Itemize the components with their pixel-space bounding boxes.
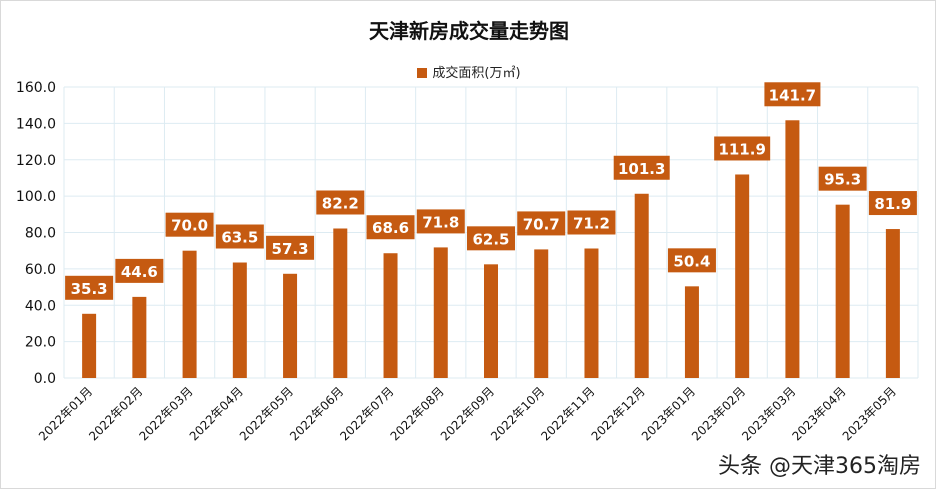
y-tick-label: 80.0: [25, 226, 56, 242]
data-label-box: [764, 82, 821, 107]
data-label: 101.3: [618, 160, 665, 178]
bar: [835, 204, 850, 378]
bar: [735, 174, 750, 378]
y-tick-label: 20.0: [25, 335, 56, 351]
data-label: 111.9: [718, 140, 765, 158]
bar: [82, 313, 97, 378]
data-label: 70.7: [523, 215, 560, 233]
y-tick-label: 160.0: [16, 80, 56, 96]
bar: [885, 229, 900, 378]
data-label-box: [316, 190, 365, 215]
data-label: 82.2: [322, 194, 359, 212]
watermark: 头条 @天津365淘房: [718, 454, 921, 479]
data-label-box: [868, 191, 917, 216]
bar: [182, 250, 197, 378]
bar: [534, 249, 549, 378]
y-tick-label: 140.0: [16, 116, 56, 132]
bar: [333, 228, 348, 378]
y-tick-label: 0.0: [34, 371, 56, 387]
data-label: 141.7: [769, 86, 816, 104]
data-label: 70.0: [171, 217, 208, 235]
bar: [132, 296, 147, 378]
bar: [584, 248, 599, 378]
y-tick-label: 100.0: [16, 189, 56, 205]
data-label-box: [714, 136, 771, 161]
data-label: 71.2: [573, 215, 610, 233]
y-tick-label: 60.0: [25, 262, 56, 278]
data-label: 81.9: [874, 195, 911, 213]
data-label-box: [467, 226, 515, 251]
x-tick-label: 2023年05月: [840, 384, 899, 443]
bar: [684, 286, 699, 378]
data-label-box: [65, 275, 114, 300]
data-label-box: [416, 209, 465, 234]
data-label-box: [366, 215, 415, 240]
data-label-box: [567, 210, 616, 235]
data-label: 57.3: [272, 240, 309, 258]
bar: [283, 273, 298, 378]
bar: [232, 262, 247, 378]
data-label-box: [165, 212, 214, 237]
data-label-box: [517, 211, 566, 236]
y-tick-label: 40.0: [25, 298, 56, 314]
bar: [433, 247, 448, 378]
legend-swatch: [417, 68, 428, 78]
chart-title: 天津新房成交量走势图: [369, 19, 569, 43]
legend: 成交面积(万㎡): [1, 62, 935, 81]
legend-label: 成交面积(万㎡): [432, 66, 521, 81]
data-label: 44.6: [121, 263, 158, 281]
data-label: 71.8: [422, 213, 459, 231]
data-label: 68.6: [372, 219, 409, 237]
data-label-box: [215, 224, 264, 249]
data-label: 63.5: [221, 229, 258, 247]
y-tick-label: 120.0: [16, 153, 56, 169]
data-label-box: [115, 258, 164, 283]
data-label-box: [667, 248, 716, 273]
data-label-box: [613, 155, 670, 180]
data-label: 95.3: [824, 171, 861, 189]
bar: [634, 193, 649, 378]
bar: [383, 253, 398, 378]
data-label-box: [266, 235, 315, 260]
bar: [785, 120, 800, 378]
bar: [484, 264, 498, 378]
data-label: 35.3: [71, 280, 108, 298]
data-label-box: [818, 166, 867, 191]
data-label: 50.4: [673, 252, 710, 270]
data-label: 62.5: [472, 230, 509, 248]
